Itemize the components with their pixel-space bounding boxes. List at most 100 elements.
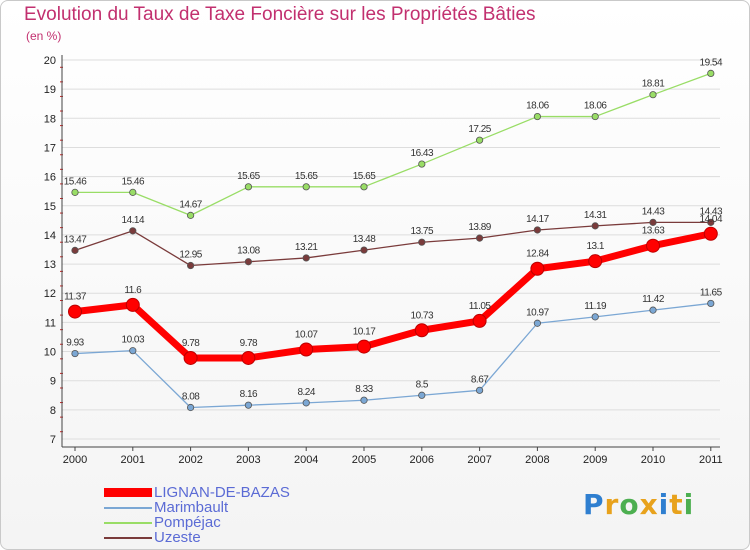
data-point <box>591 112 599 121</box>
data-label: 15.65 <box>295 171 318 182</box>
data-point <box>129 188 137 196</box>
data-label: 15.46 <box>64 176 87 187</box>
data-point <box>244 258 252 266</box>
data-label: 15.65 <box>237 171 260 182</box>
data-label: 15.46 <box>122 176 145 187</box>
data-label: 17.25 <box>468 124 491 135</box>
data-label: 14.43 <box>700 206 723 217</box>
y-tick-label: 19 <box>44 84 56 96</box>
data-point <box>533 319 542 327</box>
data-point <box>187 261 195 270</box>
data-point <box>129 227 137 235</box>
data-point <box>187 211 195 219</box>
data-label: 11.6 <box>124 285 142 296</box>
data-point <box>360 396 368 404</box>
proxiti-logo: Proxiti <box>583 488 694 521</box>
legend-item-marimbault: Marimbault <box>104 500 290 515</box>
legend-label-pompejac: Pompéjac <box>154 514 221 531</box>
data-label: 13.75 <box>411 226 434 237</box>
data-point <box>530 261 545 276</box>
data-label: 8.08 <box>182 392 200 403</box>
data-point <box>71 188 79 196</box>
data-label: 8.16 <box>240 389 258 400</box>
series-line-lignan-de-bazas <box>71 230 715 362</box>
data-label: 11.42 <box>642 294 665 305</box>
y-tick-label: 11 <box>45 317 56 329</box>
data-point <box>360 183 368 191</box>
logo-letter: t <box>669 488 684 521</box>
data-label: 13.63 <box>642 226 665 237</box>
data-label: 16.43 <box>411 148 434 159</box>
legend-label-lignan: LIGNAN-DE-BAZAS <box>154 484 290 501</box>
data-point <box>414 323 429 338</box>
data-label: 10.97 <box>526 307 549 318</box>
data-point <box>707 69 715 78</box>
data-point <box>707 299 715 308</box>
legend-label-uzeste: Uzeste <box>154 529 201 546</box>
data-point <box>475 234 484 242</box>
data-point <box>533 226 542 234</box>
data-point <box>591 313 599 321</box>
data-point <box>418 160 426 168</box>
data-point <box>68 304 82 319</box>
data-label: 14.17 <box>526 214 549 225</box>
data-label: 13.08 <box>237 246 260 257</box>
data-point <box>588 254 603 269</box>
legend-swatch-marimbault <box>104 506 152 509</box>
legend-swatch-lignan <box>104 488 152 497</box>
data-point <box>649 306 657 314</box>
y-tick-label: 18 <box>44 113 56 125</box>
data-label: 8.67 <box>471 374 489 385</box>
data-label: 11.19 <box>584 301 607 312</box>
y-tick-label: 15 <box>44 201 56 213</box>
y-tick-label: 20 <box>44 55 56 67</box>
logo-letter: o <box>619 488 640 521</box>
data-point <box>649 218 657 226</box>
data-point <box>360 246 368 254</box>
logo-letter: i <box>658 488 670 521</box>
data-point <box>244 183 252 191</box>
y-tick-label: 12 <box>44 288 56 300</box>
data-label: 14.14 <box>122 215 145 226</box>
data-label: 14.43 <box>642 206 665 217</box>
data-label: 14.04 <box>700 214 723 225</box>
data-label: 12.84 <box>526 249 549 260</box>
x-tick-label: 2003 <box>236 454 260 466</box>
logo-letter: x <box>639 488 659 521</box>
data-point <box>475 386 484 394</box>
series-line-pomp-jac <box>74 72 712 217</box>
data-point <box>533 112 542 121</box>
y-tick-label: 10 <box>44 347 56 359</box>
x-tick-label: 2007 <box>467 454 491 466</box>
x-tick-label: 2009 <box>583 454 607 466</box>
y-tick-label: 7 <box>50 434 56 446</box>
data-label: 19.54 <box>700 57 723 68</box>
y-tick-label: 9 <box>50 376 56 388</box>
data-point <box>418 391 426 399</box>
data-label: 13.48 <box>353 234 376 245</box>
x-tick-label: 2006 <box>410 454 434 466</box>
data-point <box>183 350 198 365</box>
legend: LIGNAN-DE-BAZAS Marimbault Pompéjac Uzes… <box>104 485 290 545</box>
data-point <box>71 246 79 254</box>
data-label: 8.24 <box>297 387 315 398</box>
data-label: 9.93 <box>66 338 84 349</box>
y-tick-label: 14 <box>44 230 56 242</box>
data-point <box>703 226 718 241</box>
data-point <box>707 218 715 226</box>
data-label: 18.06 <box>526 101 549 112</box>
data-point <box>125 297 140 312</box>
series-line-uzeste <box>74 221 712 267</box>
data-point <box>475 136 484 144</box>
logo-letter: P <box>583 488 605 521</box>
data-label: 13.1 <box>586 241 604 252</box>
data-label: 11.65 <box>700 287 723 298</box>
x-tick-label: 2011 <box>699 454 723 466</box>
x-tick-label: 2008 <box>525 454 549 466</box>
data-point <box>244 401 252 409</box>
data-label: 10.17 <box>353 327 376 338</box>
y-tick-label: 17 <box>44 142 56 154</box>
data-point <box>129 347 137 355</box>
y-tick-label: 13 <box>44 259 56 271</box>
legend-swatch-pompejac <box>104 521 152 524</box>
